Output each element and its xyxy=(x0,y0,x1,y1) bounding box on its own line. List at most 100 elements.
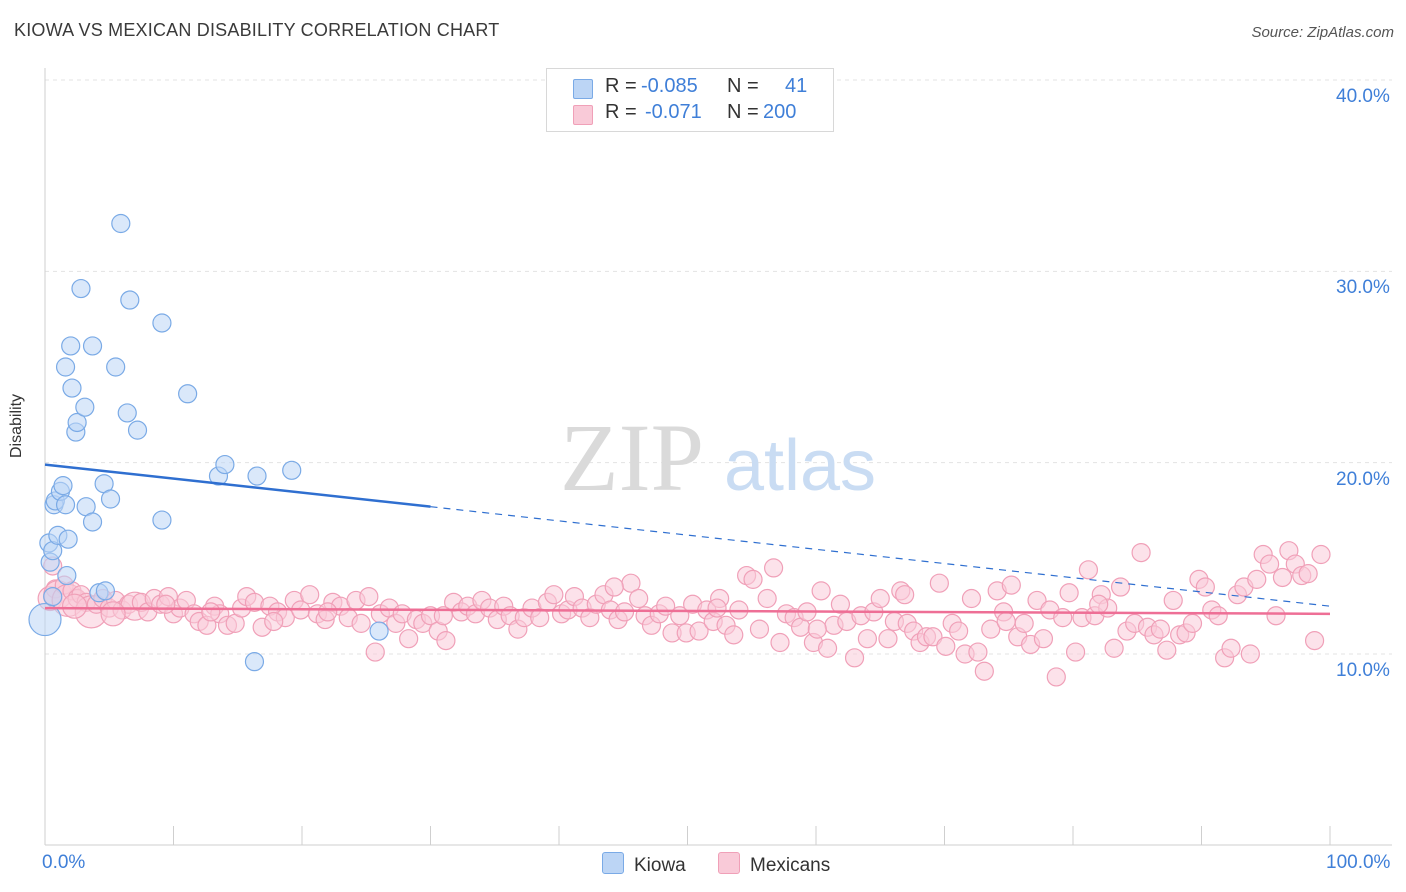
data-point xyxy=(369,621,389,641)
data-point xyxy=(974,661,994,681)
data-point xyxy=(996,611,1016,632)
data-point xyxy=(870,588,890,609)
data-point xyxy=(1014,613,1034,633)
source-label: Source: ZipAtlas.com xyxy=(1251,24,1394,41)
legend-label-kiowa: Kiowa xyxy=(634,855,686,876)
data-point xyxy=(817,638,838,658)
data-point xyxy=(55,495,76,515)
kiowa-n-label: N = xyxy=(727,75,759,97)
x-tick-max: 100.0% xyxy=(1326,852,1391,873)
data-point xyxy=(1195,577,1215,597)
data-point xyxy=(1046,667,1066,687)
data-point xyxy=(770,632,790,653)
data-point xyxy=(544,585,564,605)
data-point xyxy=(757,588,777,609)
data-point xyxy=(1311,544,1331,565)
data-point xyxy=(749,619,770,639)
mexicans-swatch xyxy=(573,105,593,125)
data-point xyxy=(923,627,943,647)
data-point xyxy=(807,619,827,639)
data-point xyxy=(1104,638,1124,658)
legend-swatch-mexicans xyxy=(718,852,740,874)
legend-item-kiowa[interactable]: Kiowa xyxy=(602,852,686,877)
data-point xyxy=(67,412,87,433)
data-point xyxy=(62,378,82,398)
data-point xyxy=(1089,594,1109,614)
data-point xyxy=(71,278,91,299)
watermark-atlas: atlas xyxy=(724,426,876,506)
data-point xyxy=(433,606,453,626)
data-point xyxy=(604,577,624,597)
trend-lines xyxy=(44,463,1331,616)
data-point xyxy=(201,602,221,622)
data-point xyxy=(244,652,265,672)
data-point xyxy=(436,631,456,651)
data-point xyxy=(689,621,709,641)
data-point xyxy=(1163,590,1183,611)
data-point xyxy=(949,621,969,641)
data-point xyxy=(1266,606,1286,626)
legend-item-mexicans[interactable]: Mexicans xyxy=(718,852,830,877)
data-point xyxy=(1208,606,1228,626)
data-point xyxy=(857,629,878,649)
data-point xyxy=(707,598,727,618)
data-point xyxy=(28,602,62,637)
data-point xyxy=(75,397,95,417)
data-point xyxy=(43,586,63,607)
y-tick-40: 40.0% xyxy=(1336,86,1390,107)
data-point xyxy=(111,213,131,234)
data-point xyxy=(929,573,949,593)
data-point xyxy=(156,594,176,614)
data-point xyxy=(82,336,103,356)
data-point xyxy=(1260,554,1280,574)
mexicans-points xyxy=(37,541,1331,687)
data-point xyxy=(1240,644,1260,664)
grid-lines xyxy=(45,79,1392,655)
data-point xyxy=(1221,638,1241,658)
kiowa-r-label: R = xyxy=(605,75,637,97)
stats-row-kiowa: R = -0.085 N = 41 xyxy=(547,75,833,101)
y-axis-label: Disability xyxy=(8,393,25,458)
data-point xyxy=(1078,560,1099,580)
data-point xyxy=(351,613,371,633)
data-point xyxy=(1110,577,1131,597)
y-tick-30: 30.0% xyxy=(1336,277,1390,298)
data-point xyxy=(1157,640,1177,660)
data-point xyxy=(936,636,956,656)
data-point xyxy=(1150,619,1170,639)
data-point xyxy=(1059,583,1079,603)
data-point xyxy=(763,558,784,578)
data-point xyxy=(968,642,988,662)
data-point xyxy=(127,420,148,440)
data-point xyxy=(57,565,77,586)
data-point xyxy=(844,648,865,668)
stats-row-mexicans: R = -0.071 N = 200 xyxy=(547,101,833,127)
data-point xyxy=(300,585,320,605)
data-point xyxy=(1053,608,1073,628)
data-point xyxy=(1001,575,1021,595)
watermark: ZIP atlas xyxy=(560,404,876,511)
data-point xyxy=(1131,542,1151,563)
data-point xyxy=(61,336,81,356)
data-point xyxy=(830,594,851,614)
y-tick-10: 10.0% xyxy=(1336,660,1390,681)
legend-label-mexicans: Mexicans xyxy=(750,855,831,876)
legend-swatch-kiowa xyxy=(602,852,624,874)
data-point xyxy=(365,642,385,662)
data-point xyxy=(1304,631,1325,651)
data-point xyxy=(82,512,103,532)
y-tick-20: 20.0% xyxy=(1336,469,1390,490)
data-point xyxy=(264,611,284,632)
stats-box: R = -0.085 N = 41 R = -0.071 N = 200 xyxy=(546,68,834,132)
trend-line-kiowa xyxy=(44,463,431,508)
data-point xyxy=(724,625,744,645)
data-point xyxy=(178,384,198,404)
x-tick-min: 0.0% xyxy=(42,852,86,873)
kiowa-r-value: -0.085 xyxy=(641,75,698,97)
data-point xyxy=(1182,613,1203,633)
mexicans-r-value: -0.071 xyxy=(645,101,702,123)
mexicans-n-label: N = xyxy=(727,101,759,123)
data-point xyxy=(215,454,235,475)
axes xyxy=(44,68,1392,846)
